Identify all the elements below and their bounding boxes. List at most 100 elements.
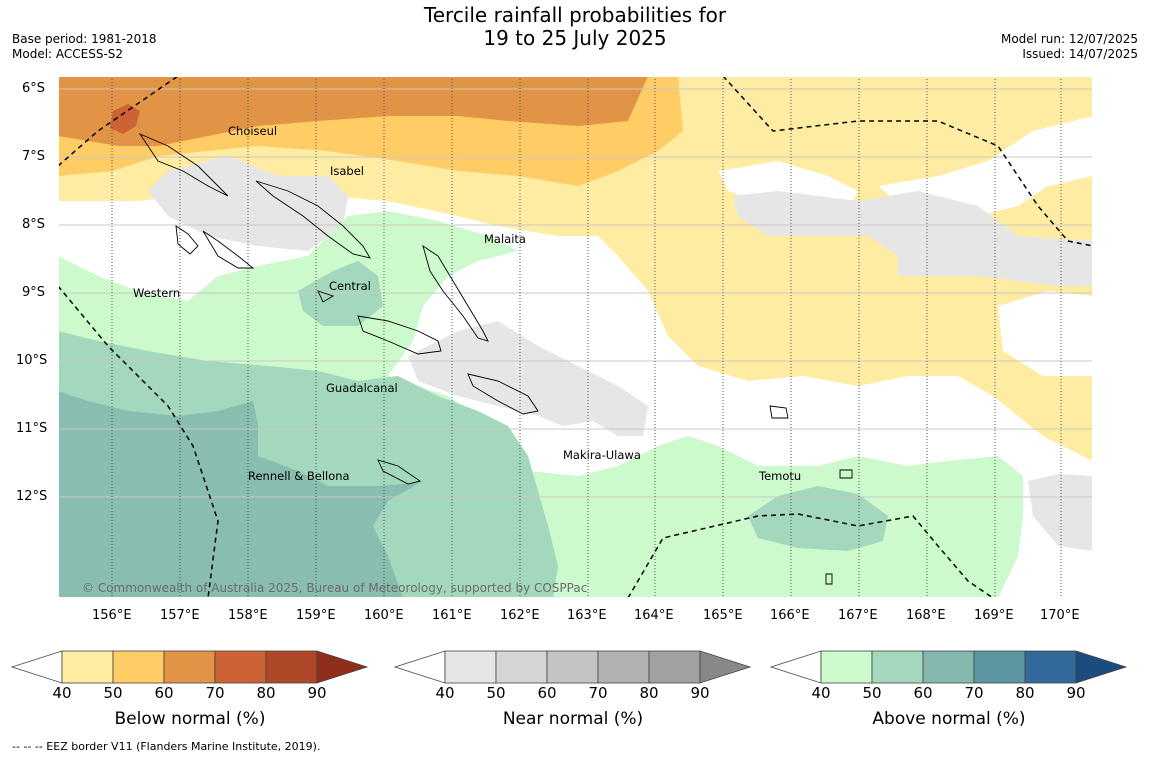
issued-date: Issued: 14/07/2025 bbox=[1022, 47, 1138, 61]
lon-label-162: 162°E bbox=[500, 608, 540, 623]
model-run: Model run: 12/07/2025 bbox=[1000, 32, 1138, 46]
cb-above-tick-70: 70 bbox=[964, 684, 984, 702]
eez-border-north bbox=[58, 76, 179, 167]
island-rennell bbox=[377, 459, 422, 485]
region-label-malaita: Malaita bbox=[484, 232, 526, 246]
cb-below-tick-40: 40 bbox=[52, 684, 72, 702]
cb-below-tick-90: 90 bbox=[307, 684, 327, 702]
cb-near-4 bbox=[597, 650, 650, 684]
cb-near-tick-70: 70 bbox=[588, 684, 608, 702]
lon-label-164: 164°E bbox=[634, 608, 674, 623]
island-guadalcanal bbox=[357, 315, 442, 355]
cb-above-1 bbox=[820, 650, 873, 684]
lat-label-6: 6°S bbox=[22, 81, 46, 96]
cb-near-label: Near normal (%) bbox=[502, 709, 644, 729]
region-label-temotu: Temotu bbox=[759, 469, 802, 483]
lat-label-10: 10°S bbox=[16, 353, 48, 368]
cb-above-tick-60: 60 bbox=[913, 684, 933, 702]
below-normal-50-area bbox=[58, 76, 1093, 461]
cb-near-3 bbox=[546, 650, 599, 684]
cb-below-tick-80: 80 bbox=[256, 684, 276, 702]
lon-label-170: 170°E bbox=[1040, 608, 1080, 623]
longitude-gridlines bbox=[111, 76, 1062, 598]
island-western-1 bbox=[175, 225, 199, 255]
title-line-1: Tercile rainfall probabilities for bbox=[423, 3, 727, 27]
cb-above-tick-80: 80 bbox=[1015, 684, 1035, 702]
meta-left: Base period: 1981-2018 Model: ACCESS-S2 bbox=[12, 32, 157, 62]
above-normal-70-area bbox=[58, 391, 423, 598]
cb-above-0 bbox=[769, 650, 822, 684]
lat-label-7: 7°S bbox=[22, 149, 46, 164]
eez-border-lines bbox=[58, 76, 1093, 598]
cb-near-5 bbox=[648, 650, 701, 684]
eez-border-south bbox=[627, 513, 994, 598]
title-line-2: 19 to 25 July 2025 bbox=[483, 26, 667, 50]
cb-near-2 bbox=[495, 650, 548, 684]
cb-above-label: Above normal (%) bbox=[872, 709, 1026, 729]
island-temotu-3 bbox=[825, 573, 833, 585]
island-central bbox=[317, 290, 335, 303]
lon-label-156: 156°E bbox=[92, 608, 132, 623]
cb-above-3 bbox=[922, 650, 975, 684]
island-malaita bbox=[422, 244, 489, 342]
lon-label-169: 169°E bbox=[974, 608, 1014, 623]
cb-below-tick-50: 50 bbox=[103, 684, 123, 702]
region-label-central: Central bbox=[329, 279, 371, 293]
lon-label-167: 167°E bbox=[838, 608, 878, 623]
cb-above-4 bbox=[973, 650, 1026, 684]
cb-below-label: Below normal (%) bbox=[114, 709, 266, 729]
lat-label-9: 9°S bbox=[22, 285, 46, 300]
coastlines bbox=[138, 132, 853, 585]
map-frame bbox=[58, 76, 1093, 598]
cb-below-6 bbox=[316, 650, 369, 684]
cb-below-4 bbox=[214, 650, 267, 684]
cb-near-tick-50: 50 bbox=[486, 684, 506, 702]
cb-near-6 bbox=[699, 650, 752, 684]
island-makira bbox=[467, 373, 539, 415]
below-normal-80-area bbox=[110, 104, 140, 134]
eez-border-northeast bbox=[722, 76, 1093, 247]
colorbars bbox=[10, 650, 1128, 684]
region-label-guadalcanal: Guadalcanal bbox=[326, 381, 398, 395]
below-normal-70-area bbox=[58, 76, 648, 146]
chart-title: Tercile rainfall probabilities for 19 to… bbox=[0, 4, 1150, 50]
copyright-text: © Commonwealth of Australia 2025, Bureau… bbox=[82, 581, 588, 595]
lon-label-159: 159°E bbox=[296, 608, 336, 623]
lat-label-12: 12°S bbox=[16, 489, 48, 504]
cb-below-0 bbox=[10, 650, 63, 684]
cb-below-2 bbox=[112, 650, 165, 684]
lon-label-158: 158°E bbox=[228, 608, 268, 623]
region-label-western: Western bbox=[133, 286, 181, 300]
cb-below-1 bbox=[61, 650, 114, 684]
lon-label-165: 165°E bbox=[703, 608, 743, 623]
lon-label-160: 160°E bbox=[364, 608, 404, 623]
cb-near-tick-60: 60 bbox=[537, 684, 557, 702]
region-label-isabel: Isabel bbox=[330, 164, 365, 178]
cb-above-tick-90: 90 bbox=[1066, 684, 1086, 702]
region-label-makira-ulawa: Makira-Ulawa bbox=[563, 448, 641, 462]
rainfall-map bbox=[58, 76, 1093, 598]
lon-label-166: 166°E bbox=[770, 608, 810, 623]
island-choiseul bbox=[138, 132, 229, 197]
white-patch-east-3 bbox=[998, 291, 1093, 376]
cb-above-tick-40: 40 bbox=[811, 684, 831, 702]
island-temotu-2 bbox=[839, 469, 853, 479]
model-name: Model: ACCESS-S2 bbox=[12, 47, 124, 61]
lat-label-11: 11°S bbox=[16, 421, 48, 436]
eez-border-west bbox=[58, 285, 219, 598]
lon-label-168: 168°E bbox=[906, 608, 946, 623]
cb-near-tick-80: 80 bbox=[639, 684, 659, 702]
island-western-2 bbox=[202, 230, 255, 269]
lon-label-157: 157°E bbox=[160, 608, 200, 623]
cb-near-tick-40: 40 bbox=[435, 684, 455, 702]
lat-label-8: 8°S bbox=[22, 217, 46, 232]
latitude-gridlines bbox=[58, 88, 1093, 498]
colorbar-near-normal bbox=[393, 650, 752, 684]
near-normal-east bbox=[733, 191, 1093, 286]
region-label-choiseul: Choiseul bbox=[228, 124, 278, 138]
near-normal-central bbox=[408, 321, 648, 436]
meta-right: Model run: 12/07/2025 Issued: 14/07/2025 bbox=[1001, 32, 1138, 62]
cb-near-1 bbox=[444, 650, 497, 684]
lon-label-163: 163°E bbox=[567, 608, 607, 623]
region-label-rennell-bellona: Rennell & Bellona bbox=[248, 469, 350, 483]
